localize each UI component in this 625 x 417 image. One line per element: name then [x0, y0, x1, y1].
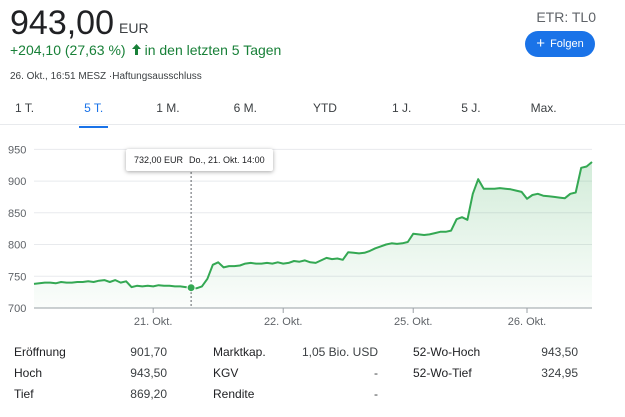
stat-label: Hoch: [14, 366, 43, 380]
price-area: [34, 162, 592, 308]
price-line: [33, 161, 593, 290]
change-value: +204,10 (27,63 %): [10, 42, 126, 58]
y-tick-label: 750: [8, 271, 26, 283]
tooltip-time: Do., 21. Okt. 14:00: [189, 155, 265, 165]
tab-1t[interactable]: 1 T.: [15, 101, 35, 115]
chart-tooltip: 732,00 EUR Do., 21. Okt. 14:00: [126, 149, 273, 171]
stat-label: Eröffnung: [14, 345, 66, 359]
change-period: in den letzten 5 Tagen: [144, 42, 282, 58]
stat-value: 943,50: [130, 366, 167, 380]
follow-label: Folgen: [550, 38, 584, 50]
y-tick-label: 800: [8, 240, 26, 252]
price-chart[interactable]: 700 750 800 850 900 950 21. Okt. 22. Okt. 25. Ok…: [0, 140, 625, 340]
stat-value: 324,95: [541, 366, 578, 380]
x-tick-label: 21. Okt.: [134, 316, 173, 328]
stat-label: Tief: [14, 387, 34, 401]
stat-value: 901,70: [130, 345, 167, 359]
stat-value: 869,20: [130, 387, 167, 401]
x-tick-label: 26. Okt.: [508, 316, 547, 328]
x-tick-label: 22. Okt.: [264, 316, 303, 328]
price-change: +204,10 (27,63 %) in den letzten 5 Tagen: [10, 42, 281, 58]
stat-value: -: [374, 387, 378, 401]
tooltip-value: 732,00 EUR: [134, 155, 184, 165]
plus-icon: +: [536, 35, 546, 52]
arrow-up-icon: [131, 42, 141, 58]
tab-max[interactable]: Max.: [530, 101, 557, 115]
stat-label: Marktkap.: [213, 345, 266, 359]
stat-value: 943,50: [541, 345, 578, 359]
stat-value: -: [374, 366, 378, 380]
currency-label: EUR: [119, 20, 149, 36]
tabs-divider: [0, 124, 625, 125]
x-tick-label: 25. Okt.: [394, 316, 433, 328]
tab-5j[interactable]: 5 J.: [461, 101, 481, 115]
stat-value: 1,05 Bio. USD: [301, 345, 378, 359]
stat-label: 52-Wo-Tief: [413, 366, 472, 380]
tab-6m[interactable]: 6 M.: [233, 101, 257, 115]
timestamp-disclaimer: 26. Okt., 16:51 MESZ ·Haftungsausschluss: [10, 71, 202, 82]
tab-5t[interactable]: 5 T.: [79, 101, 109, 128]
y-tick-label: 900: [8, 176, 26, 188]
range-tabs: 1 T. 5 T. 1 M. 6 M. YTD 1 J. 5 J. Max.: [10, 101, 557, 128]
y-tick-label: 950: [8, 144, 26, 156]
y-tick-label: 850: [8, 208, 26, 220]
follow-button[interactable]: + Folgen: [525, 31, 595, 57]
stat-label: 52-Wo-Hoch: [413, 345, 481, 359]
tab-ytd[interactable]: YTD: [312, 101, 337, 115]
tab-1m[interactable]: 1 M.: [156, 101, 180, 115]
current-price: 943,00: [10, 4, 114, 42]
stat-label: KGV: [213, 366, 239, 380]
y-tick-label: 700: [8, 303, 26, 315]
tab-1j[interactable]: 1 J.: [391, 101, 412, 115]
highlight-point: [186, 283, 196, 293]
stat-label: Rendite: [213, 387, 255, 401]
exchange-ticker: ETR: TL0: [536, 9, 596, 25]
